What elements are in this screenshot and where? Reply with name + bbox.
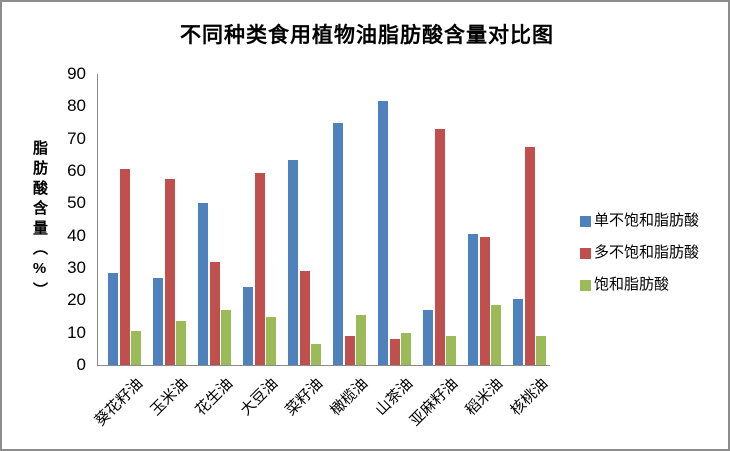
y-tick-label: 90 [67, 64, 86, 83]
bar-饱和脂肪酸-大豆油 [266, 316, 277, 365]
bar-多不饱和脂肪酸-花生油 [209, 261, 220, 365]
bar-饱和脂肪酸-核桃油 [536, 335, 547, 365]
bar-单不饱和脂肪酸-大豆油 [243, 287, 253, 365]
legend-label: 单不饱和脂肪酸 [594, 212, 700, 229]
bar-单不饱和脂肪酸-菜籽油 [288, 159, 298, 365]
bar-多不饱和脂肪酸-玉米油 [164, 179, 175, 365]
legend-swatch-icon [580, 215, 591, 227]
legend-swatch-icon [580, 279, 591, 291]
legend-item: 多不饱和脂肪酸 [580, 245, 699, 261]
bar-多不饱和脂肪酸-核桃油 [524, 146, 535, 365]
y-tick-label: 70 [67, 128, 86, 148]
bar-多不饱和脂肪酸-大豆油 [254, 172, 265, 365]
bar-多不饱和脂肪酸-山茶油 [389, 339, 400, 365]
legend-item: 饱和脂肪酸 [580, 277, 699, 293]
bar-单不饱和脂肪酸-葵花籽油 [108, 272, 118, 365]
bar-单不饱和脂肪酸-玉米油 [153, 277, 163, 365]
bar-饱和脂肪酸-山茶油 [401, 332, 412, 365]
y-axis-title: 脂肪酸含量（%） [31, 140, 48, 302]
bar-多不饱和脂肪酸-橄榄油 [344, 335, 355, 365]
bar-多不饱和脂肪酸-葵花籽油 [119, 169, 130, 365]
bar-饱和脂肪酸-玉米油 [176, 321, 187, 365]
plot-area [97, 74, 550, 366]
legend-label: 多不饱和脂肪酸 [594, 244, 700, 261]
bar-饱和脂肪酸-稻米油 [491, 305, 502, 365]
y-tick-label: 50 [67, 193, 86, 213]
legend: 单不饱和脂肪酸 多不饱和脂肪酸 饱和脂肪酸 [580, 213, 699, 293]
bar-多不饱和脂肪酸-稻米油 [479, 237, 490, 365]
y-tick-label: 0 [76, 355, 86, 374]
bar-单不饱和脂肪酸-核桃油 [513, 298, 523, 365]
legend-item: 单不饱和脂肪酸 [580, 213, 699, 229]
bar-饱和脂肪酸-菜籽油 [311, 343, 322, 365]
bar-饱和脂肪酸-花生油 [221, 310, 232, 365]
y-tick-label: 30 [67, 258, 86, 277]
bar-单不饱和脂肪酸-稻米油 [468, 234, 478, 365]
bar-饱和脂肪酸-亚麻籽油 [446, 335, 457, 365]
y-tick-label: 20 [67, 290, 86, 310]
bar-单不饱和脂肪酸-橄榄油 [333, 122, 343, 365]
chart-title: 不同种类食用植物油脂肪酸含量对比图 [180, 24, 554, 47]
bar-饱和脂肪酸-葵花籽油 [131, 331, 142, 365]
legend-label: 饱和脂肪酸 [594, 276, 670, 293]
bar-饱和脂肪酸-橄榄油 [356, 314, 367, 365]
bar-单不饱和脂肪酸-花生油 [198, 203, 208, 365]
bar-多不饱和脂肪酸-亚麻籽油 [434, 128, 445, 365]
y-tick-label: 60 [67, 161, 86, 180]
y-tick-label: 40 [67, 225, 86, 245]
bar-单不饱和脂肪酸-山茶油 [378, 101, 388, 365]
y-tick-label: 10 [67, 322, 86, 342]
bar-单不饱和脂肪酸-亚麻籽油 [423, 310, 433, 365]
bar-多不饱和脂肪酸-菜籽油 [299, 271, 310, 365]
legend-swatch-icon [580, 247, 591, 259]
y-tick-label: 80 [67, 96, 86, 116]
